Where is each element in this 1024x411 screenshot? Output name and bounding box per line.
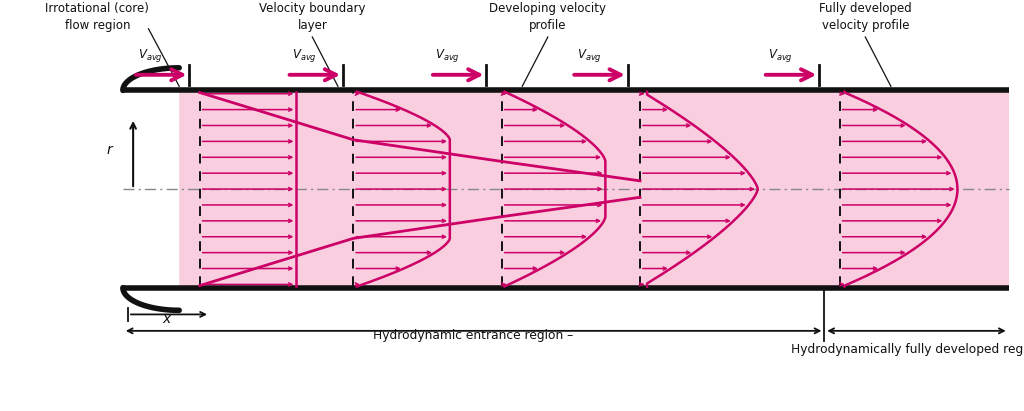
Text: $V_{\mathregular{avg}}$: $V_{\mathregular{avg}}$ xyxy=(768,47,793,65)
Text: $V_{\mathregular{avg}}$: $V_{\mathregular{avg}}$ xyxy=(292,47,316,65)
Text: $V_{\mathregular{avg}}$: $V_{\mathregular{avg}}$ xyxy=(138,47,163,65)
Text: Velocity boundary
layer: Velocity boundary layer xyxy=(259,2,366,32)
Text: Fully developed
velocity profile: Fully developed velocity profile xyxy=(819,2,911,32)
Text: Hydrodynamically fully developed region: Hydrodynamically fully developed region xyxy=(792,344,1024,356)
Polygon shape xyxy=(0,0,179,411)
Text: $V_{\mathregular{avg}}$: $V_{\mathregular{avg}}$ xyxy=(435,47,460,65)
Text: $r$: $r$ xyxy=(106,143,115,157)
Text: Hydrodynamic entrance region –: Hydrodynamic entrance region – xyxy=(374,329,573,342)
Text: $V_{\mathregular{avg}}$: $V_{\mathregular{avg}}$ xyxy=(577,47,601,65)
Text: Developing velocity
profile: Developing velocity profile xyxy=(489,2,606,32)
Bar xyxy=(123,90,1009,288)
Text: Irrotational (core)
flow region: Irrotational (core) flow region xyxy=(45,2,150,32)
Text: $x$: $x$ xyxy=(162,312,172,326)
